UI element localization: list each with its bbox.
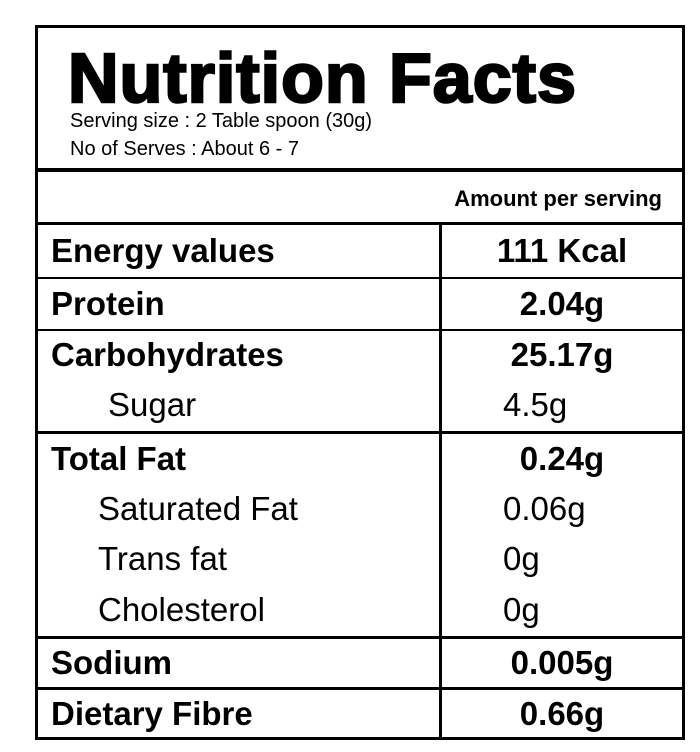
nutrient: Sodium <box>51 644 172 681</box>
serving-size: Serving size : 2 Table spoon (30g) <box>70 110 373 132</box>
divider <box>38 168 682 172</box>
title: Nutrition Facts <box>67 38 577 119</box>
row: Dietary Fibre 0.66g <box>38 690 682 737</box>
label-box: Nutrition Facts Serving size : 2 Table s… <box>35 25 685 740</box>
row: Energy values 111 Kcal <box>38 225 682 277</box>
amount-header: Amount per serving <box>454 186 662 211</box>
nutrient: Energy values <box>51 232 275 269</box>
amount: 2.04g <box>519 285 605 322</box>
row: Carbohydrates 25.17g <box>38 331 682 379</box>
amount: 0.005g <box>510 644 614 681</box>
amount: 0.24g <box>519 440 605 477</box>
amount: 111 Kcal <box>496 232 628 269</box>
row: Trans fat 0g <box>38 534 682 584</box>
divider <box>38 431 682 434</box>
nutrient: Total Fat <box>51 440 187 477</box>
divider <box>38 636 682 639</box>
nutrient: Saturated Fat <box>98 490 298 527</box>
row: Sodium 0.005g <box>38 639 682 687</box>
nutrient: Trans fat <box>98 540 227 577</box>
amount: 0.06g <box>503 490 586 527</box>
amount: 0g <box>503 591 540 628</box>
divider <box>38 277 682 279</box>
row: Total Fat 0.24g <box>38 434 682 484</box>
divider <box>38 687 682 690</box>
serves: No of Serves : About 6 - 7 <box>70 138 300 160</box>
row: Sugar 4.5g <box>38 379 682 431</box>
column-divider <box>439 225 442 737</box>
amount: 0g <box>503 540 540 577</box>
amount: 4.5g <box>503 386 568 423</box>
nutrient: Dietary Fibre <box>51 694 253 732</box>
amount: 25.17g <box>510 336 614 373</box>
nutrient: Protein <box>51 285 165 322</box>
divider <box>38 329 682 331</box>
nutrient: Cholesterol <box>98 591 265 628</box>
row: Saturated Fat 0.06g <box>38 484 682 534</box>
divider <box>38 222 682 225</box>
row: Protein 2.04g <box>38 279 682 329</box>
nutrient: Sugar <box>108 386 197 423</box>
amount: 0.66g <box>519 694 605 732</box>
row: Cholesterol 0g <box>38 584 682 636</box>
nutrient: Carbohydrates <box>51 336 284 373</box>
